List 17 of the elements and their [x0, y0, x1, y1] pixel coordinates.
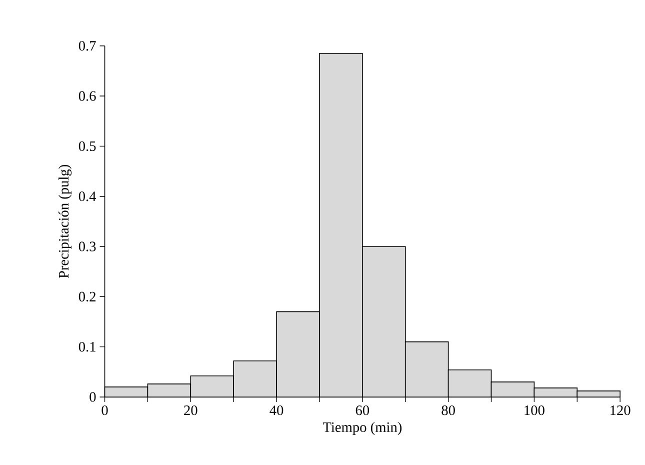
- y-tick-label: 0.3: [78, 242, 96, 252]
- y-axis-title: Precipitación (pulg): [58, 164, 72, 278]
- y-tick-label: 0.5: [78, 141, 96, 152]
- y-tick-label: 0.2: [78, 292, 96, 302]
- x-tick-label: 0: [102, 405, 108, 416]
- y-tick-label: 0.1: [78, 342, 96, 352]
- x-tick-label: 80: [442, 405, 455, 416]
- x-tick-label: 60: [356, 405, 370, 416]
- x-tick-label: 20: [184, 405, 198, 416]
- y-tick-label: 0.7: [78, 41, 96, 51]
- x-tick-label: 40: [270, 405, 284, 416]
- x-axis-title: Tiempo (min): [322, 422, 402, 435]
- x-tick-label: 120: [610, 405, 630, 416]
- y-tick-label: 0.4: [78, 192, 96, 202]
- y-tick-label: 0: [90, 392, 96, 402]
- y-tick-label: 0.6: [78, 91, 96, 101]
- x-tick-label: 100: [524, 405, 544, 416]
